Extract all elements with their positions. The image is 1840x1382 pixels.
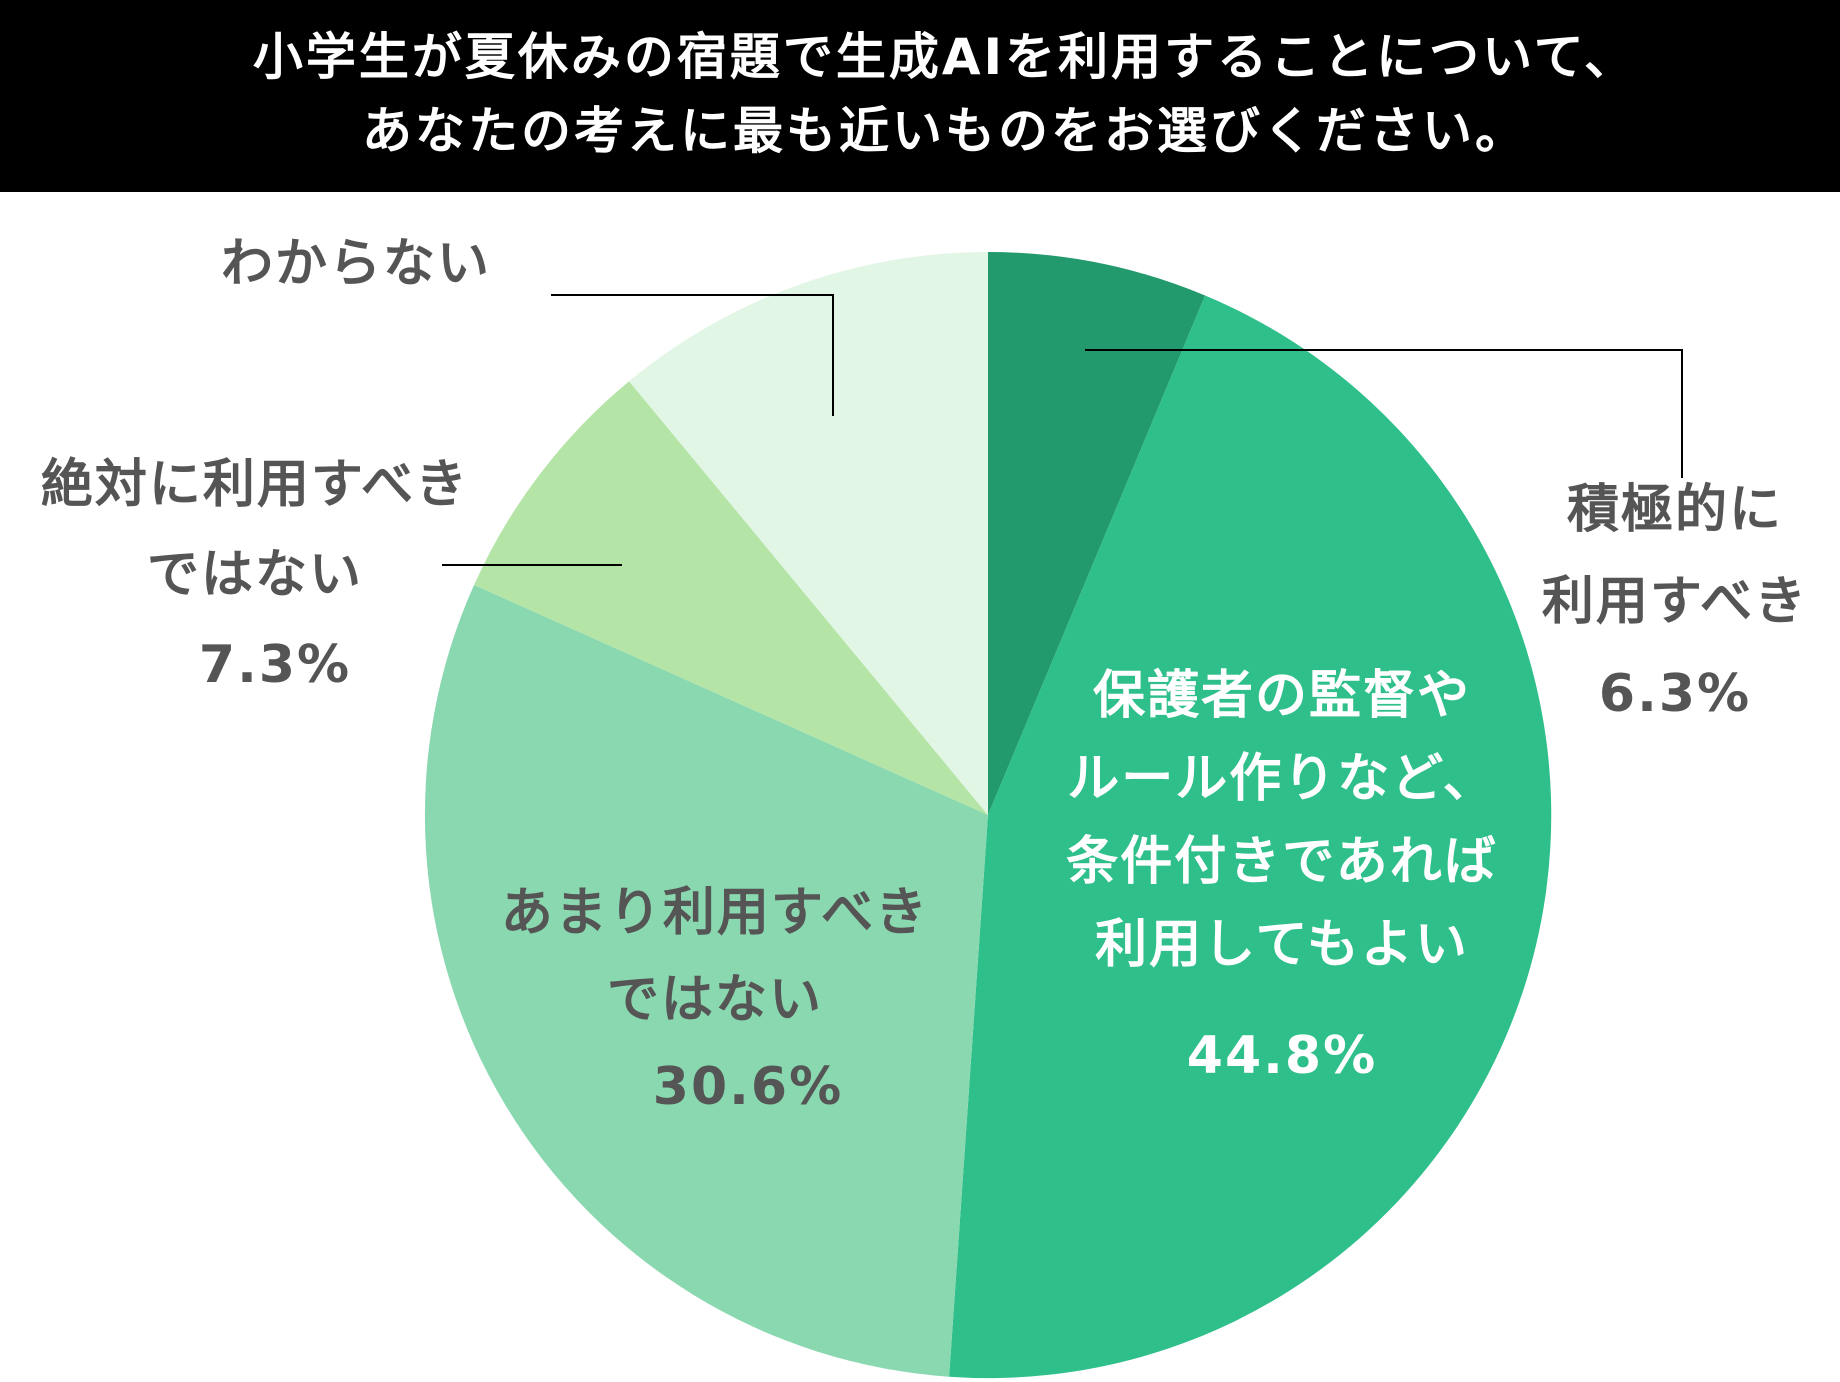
- label-never: 絶対に利用すべき ではない 7.3%: [0, 440, 510, 710]
- label-conditional-line2: ルール作りなど、: [1067, 749, 1497, 809]
- label-rather-not: あまり利用すべき ではない 30.6%: [455, 870, 975, 1131]
- label-never-line2: ではない: [146, 545, 363, 605]
- label-rather-not-pct: 30.6%: [652, 1057, 844, 1117]
- leader-line-positive-h: [1085, 349, 1683, 351]
- title-bar: 小学生が夏休みの宿題で生成AIを利用することについて、 あなたの考えに最も近いも…: [0, 0, 1840, 192]
- chart-title-line-2: あなたの考えに最も近いものをお選びください。: [362, 102, 1528, 160]
- label-rather-not-line1: あまり利用すべき: [500, 883, 930, 943]
- slice-positive: [988, 251, 1206, 815]
- leader-line-positive-v: [1681, 349, 1683, 478]
- label-positive-line1: 積極的に: [1566, 480, 1783, 540]
- label-positive-line2: 利用すべき: [1541, 572, 1809, 632]
- label-conditional-line4: 利用してもよい: [1095, 915, 1469, 975]
- label-unknown: わからない: [221, 222, 541, 306]
- slice-unknown: [629, 251, 988, 815]
- slice-rather-not: [424, 584, 988, 1377]
- label-conditional-line3: 条件付きであれば: [1066, 832, 1498, 892]
- label-never-line1: 絶対に利用すべき: [40, 455, 470, 515]
- label-conditional-pct: 44.8%: [1186, 1026, 1378, 1086]
- label-rather-not-line2: ではない: [606, 970, 823, 1030]
- slice-conditional: [949, 295, 1552, 1379]
- label-never-pct: 7.3%: [198, 635, 352, 695]
- leader-line-never: [442, 564, 622, 566]
- label-unknown-text: わからない: [221, 234, 492, 294]
- slice-never: [474, 381, 989, 815]
- chart-title-line-1: 小学生が夏休みの宿題で生成AIを利用することについて、: [252, 28, 1638, 86]
- label-positive-pct: 6.3%: [1598, 664, 1752, 724]
- leader-line-unknown-h: [551, 294, 834, 296]
- label-positive: 積極的に 利用すべき 6.3%: [1495, 464, 1840, 740]
- label-conditional-line1: 保護者の監督や: [1092, 666, 1471, 726]
- leader-line-unknown-v: [832, 294, 834, 416]
- label-conditional: 保護者の監督や ルール作りなど、 条件付きであれば 利用してもよい 44.8%: [1032, 655, 1532, 1098]
